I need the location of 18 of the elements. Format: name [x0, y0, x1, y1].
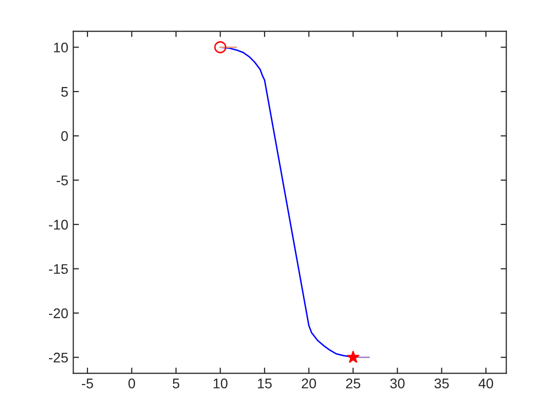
y-tick-label: -10 — [48, 220, 68, 230]
x-tick-label: 30 — [390, 378, 405, 388]
y-tick-label: 5 — [61, 87, 68, 97]
x-tick-label: 40 — [478, 378, 494, 388]
x-tick-label: 25 — [346, 378, 360, 388]
y-tick-label: -25 — [48, 352, 68, 363]
x-tick-label: -5 — [82, 378, 94, 388]
x-tick-label: 10 — [214, 378, 228, 388]
x-tick-label: 0 — [128, 378, 136, 388]
x-tick-label: 15 — [258, 378, 272, 388]
y-tick-label: -20 — [48, 308, 68, 318]
y-tick-label: -5 — [56, 176, 68, 186]
y-tick-label: -15 — [48, 264, 68, 274]
y-tick-label: 10 — [54, 42, 68, 52]
x-tick-label: 20 — [302, 378, 316, 388]
y-tick-label: 0 — [61, 131, 68, 142]
x-tick-label: 35 — [434, 378, 449, 388]
x-tick-label: 5 — [172, 378, 180, 388]
